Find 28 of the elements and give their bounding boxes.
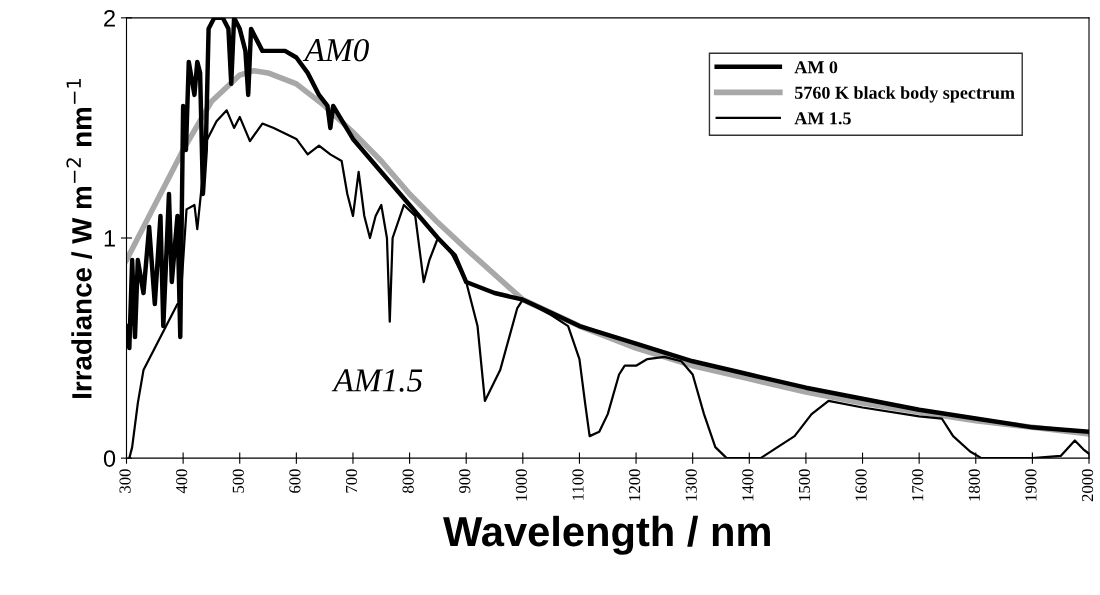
x-tick-label: 1000: [515, 469, 527, 501]
x-tick-label: 300: [119, 469, 131, 493]
x-tick-label: 1400: [742, 469, 754, 501]
y-tick-label: 0: [103, 450, 116, 467]
y-tick-label: 1: [104, 230, 115, 247]
x-tick-label: 900: [459, 469, 471, 494]
x-tick-label: 1200: [628, 469, 641, 501]
y-tick-label: 2: [104, 9, 115, 27]
legend-label: AM 1.5: [794, 112, 851, 125]
x-tick-label: 1500: [798, 469, 811, 501]
annotation: AM0: [302, 38, 369, 62]
x-axis-title: Wavelength / nm: [443, 515, 770, 555]
x-tick-label: 1700: [912, 469, 924, 501]
x-tick-label: 1800: [968, 469, 980, 501]
x-tick-label: 1600: [855, 469, 867, 501]
annotation: AM1.5: [331, 369, 423, 392]
x-tick-label: 800: [402, 469, 414, 493]
x-tick-label: 2000: [1081, 469, 1094, 502]
x-tick-label: 600: [289, 469, 301, 493]
x-tick-label: 1900: [1025, 469, 1037, 501]
legend-label: AM 0: [794, 61, 838, 74]
x-tick-label: 500: [232, 469, 244, 493]
legend-label: 5760 K black body spectrum: [795, 86, 1015, 103]
x-tick-label: 1100: [572, 469, 584, 500]
x-tick-label: 1300: [685, 469, 697, 501]
x-tick-label: 700: [345, 469, 358, 493]
y-axis-title: Irradiance / W m$^{−2}$ nm$^{−1}$: [66, 79, 92, 398]
x-tick-label: 400: [176, 469, 188, 494]
